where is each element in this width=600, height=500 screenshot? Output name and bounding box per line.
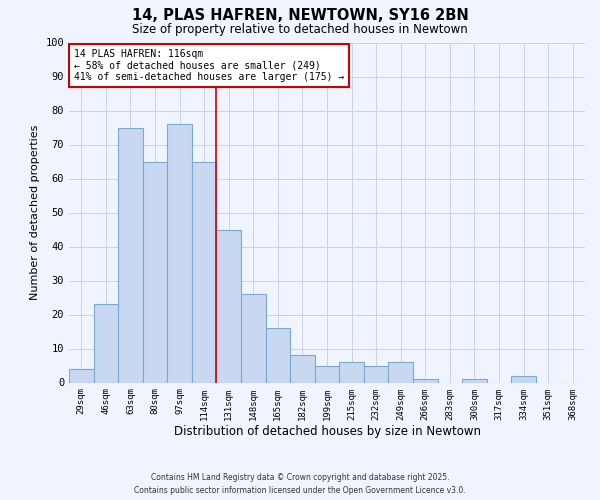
- Text: Contains HM Land Registry data © Crown copyright and database right 2025.
Contai: Contains HM Land Registry data © Crown c…: [134, 474, 466, 495]
- Bar: [388, 362, 413, 382]
- Bar: [118, 128, 143, 382]
- Bar: [511, 376, 536, 382]
- Bar: [266, 328, 290, 382]
- Bar: [192, 162, 217, 382]
- Text: Size of property relative to detached houses in Newtown: Size of property relative to detached ho…: [132, 22, 468, 36]
- Bar: [364, 366, 388, 382]
- Bar: [315, 366, 339, 382]
- Bar: [94, 304, 118, 382]
- Bar: [241, 294, 266, 382]
- Bar: [143, 162, 167, 382]
- Bar: [462, 379, 487, 382]
- Bar: [339, 362, 364, 382]
- Bar: [290, 356, 315, 382]
- Bar: [413, 379, 437, 382]
- Y-axis label: Number of detached properties: Number of detached properties: [30, 125, 40, 300]
- Bar: [217, 230, 241, 382]
- Bar: [69, 369, 94, 382]
- Text: 14, PLAS HAFREN, NEWTOWN, SY16 2BN: 14, PLAS HAFREN, NEWTOWN, SY16 2BN: [131, 8, 469, 22]
- Text: 14 PLAS HAFREN: 116sqm
← 58% of detached houses are smaller (249)
41% of semi-de: 14 PLAS HAFREN: 116sqm ← 58% of detached…: [74, 50, 344, 82]
- X-axis label: Distribution of detached houses by size in Newtown: Distribution of detached houses by size …: [173, 425, 481, 438]
- Bar: [167, 124, 192, 382]
